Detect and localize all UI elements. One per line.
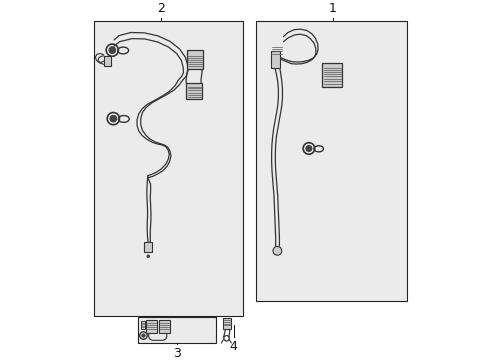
- Bar: [186, 83, 202, 99]
- Bar: [141, 321, 144, 329]
- Bar: [159, 320, 169, 333]
- Bar: [223, 318, 230, 329]
- Text: 1: 1: [328, 1, 336, 14]
- Text: 3: 3: [172, 347, 180, 360]
- Bar: [270, 51, 279, 68]
- Bar: [94, 21, 243, 316]
- Bar: [186, 50, 203, 69]
- Circle shape: [142, 334, 145, 337]
- Bar: [146, 320, 157, 333]
- Text: 2: 2: [157, 1, 165, 14]
- Bar: [256, 21, 407, 301]
- Circle shape: [146, 255, 149, 258]
- Circle shape: [272, 246, 281, 255]
- Circle shape: [110, 115, 117, 122]
- Circle shape: [109, 47, 116, 54]
- Bar: [322, 63, 342, 87]
- Circle shape: [305, 145, 311, 152]
- Bar: [103, 55, 111, 66]
- Bar: [144, 242, 152, 252]
- Text: 4: 4: [229, 339, 237, 353]
- Bar: [138, 317, 215, 343]
